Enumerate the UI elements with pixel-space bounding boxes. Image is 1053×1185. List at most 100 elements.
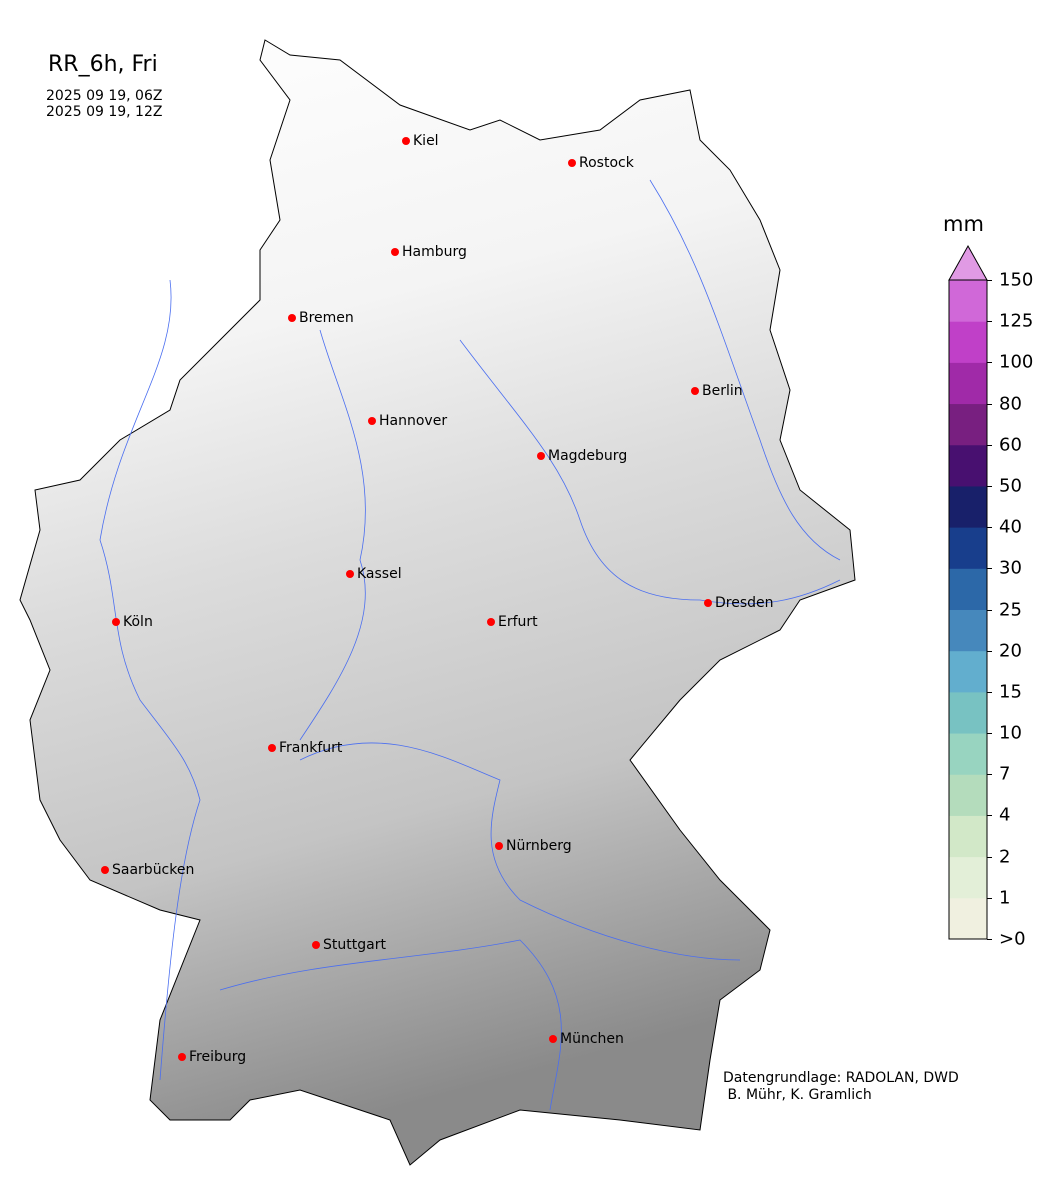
city-marker [346, 570, 354, 578]
city-label: Freiburg [189, 1049, 247, 1065]
colorbar-tick [987, 815, 992, 817]
colorbar-tick-label: 4 [999, 804, 1011, 826]
city-label: Stuttgart [323, 937, 386, 953]
colorbar-tick [987, 897, 992, 899]
colorbar-tick [987, 485, 992, 487]
city-marker [704, 599, 712, 607]
city-label: Kassel [357, 566, 402, 582]
city-erfurt: Erfurt [487, 614, 538, 630]
city-label: Hannover [379, 413, 448, 429]
colorbar [948, 244, 988, 940]
city-hamburg: Hamburg [391, 244, 467, 260]
city-label: Erfurt [498, 614, 538, 630]
city-frankfurt: Frankfurt [268, 740, 343, 756]
colorbar-segment [949, 733, 987, 775]
city-marker [691, 387, 699, 395]
city-label: München [560, 1031, 624, 1047]
city-marker [402, 137, 410, 145]
colorbar-tick-label: 1 [999, 887, 1011, 909]
city-saarbücken: Saarbücken [101, 862, 195, 878]
colorbar-tick-label: 7 [999, 763, 1011, 785]
colorbar-tick [987, 321, 992, 323]
colorbar-tick-label: 60 [999, 434, 1022, 456]
colorbar-tick-label: 80 [999, 393, 1022, 415]
germany-outline [19, 39, 856, 1166]
colorbar-segment [949, 815, 987, 858]
city-marker [487, 618, 495, 626]
city-label: Bremen [299, 310, 354, 326]
colorbar-unit: mm [943, 212, 984, 236]
city-marker [112, 618, 120, 626]
city-freiburg: Freiburg [178, 1049, 247, 1065]
colorbar-tick-label: 100 [999, 351, 1034, 373]
colorbar-tick [987, 444, 992, 446]
city-marker [178, 1053, 186, 1061]
city-köln: Köln [112, 614, 153, 630]
colorbar-segment [949, 444, 987, 487]
city-nürnberg: Nürnberg [495, 838, 572, 854]
colorbar-extend-arrow [948, 244, 988, 281]
data-credit: Datengrundlage: RADOLAN, DWD B. Mühr, K.… [723, 1070, 959, 1103]
city-label: Frankfurt [279, 740, 343, 756]
colorbar-segment [949, 897, 987, 940]
colorbar-segment [949, 403, 987, 446]
map-title: RR_6h, Fri [48, 52, 158, 77]
city-münchen: München [549, 1031, 624, 1047]
colorbar-tick-label: 20 [999, 640, 1022, 662]
colorbar-tick [987, 527, 992, 529]
city-marker [391, 248, 399, 256]
colorbar-tick-label: 10 [999, 722, 1022, 744]
colorbar-tick-label: 150 [999, 269, 1034, 291]
city-marker [368, 417, 376, 425]
valid-from: 2025 09 19, 06Z [46, 88, 163, 104]
colorbar-segment [949, 568, 987, 610]
colorbar-tick-label: 40 [999, 516, 1022, 538]
city-label: Berlin [702, 383, 743, 399]
colorbar-segment [949, 485, 987, 528]
colorbar-segment [949, 527, 987, 569]
colorbar-tick [987, 609, 992, 611]
colorbar-tick [987, 691, 992, 693]
city-magdeburg: Magdeburg [537, 448, 628, 464]
colorbar-tick [987, 774, 992, 776]
city-label: Köln [123, 614, 153, 630]
city-label: Nürnberg [506, 838, 572, 854]
colorbar-tick [987, 362, 992, 364]
colorbar-segment [949, 691, 987, 734]
colorbar-tick-label: 15 [999, 681, 1022, 703]
city-label: Saarbücken [112, 862, 195, 878]
colorbar-segment [949, 280, 987, 322]
colorbar-tick-label: 50 [999, 475, 1022, 497]
city-label: Dresden [715, 595, 774, 611]
city-marker [568, 159, 576, 167]
city-label: Magdeburg [548, 448, 628, 464]
city-kassel: Kassel [346, 566, 402, 582]
valid-to: 2025 09 19, 12Z [46, 104, 163, 120]
rivers [99, 179, 841, 1111]
colorbar-tick-label: >0 [999, 928, 1026, 950]
city-bremen: Bremen [288, 310, 354, 326]
colorbar-tick [987, 403, 992, 405]
colorbar-tick [987, 856, 992, 858]
colorbar-segment [949, 609, 987, 652]
colorbar-tick [987, 650, 992, 652]
colorbar-tick-label: 25 [999, 599, 1022, 620]
colorbar-tick [987, 568, 992, 570]
colorbar-tick [987, 733, 992, 735]
colorbar-segment [949, 650, 987, 693]
city-dresden: Dresden [704, 595, 774, 611]
city-marker [537, 452, 545, 460]
city-label: Hamburg [402, 244, 467, 260]
city-marker [312, 941, 320, 949]
colorbar-tick [987, 939, 992, 940]
city-marker [288, 314, 296, 322]
city-marker [549, 1035, 557, 1043]
colorbar-segment [949, 774, 987, 816]
colorbar-tick-label: 2 [999, 846, 1011, 868]
city-marker [268, 744, 276, 752]
colorbar-segment [949, 321, 987, 363]
city-hannover: Hannover [368, 413, 448, 429]
city-rostock: Rostock [568, 155, 634, 171]
city-marker [495, 842, 503, 850]
